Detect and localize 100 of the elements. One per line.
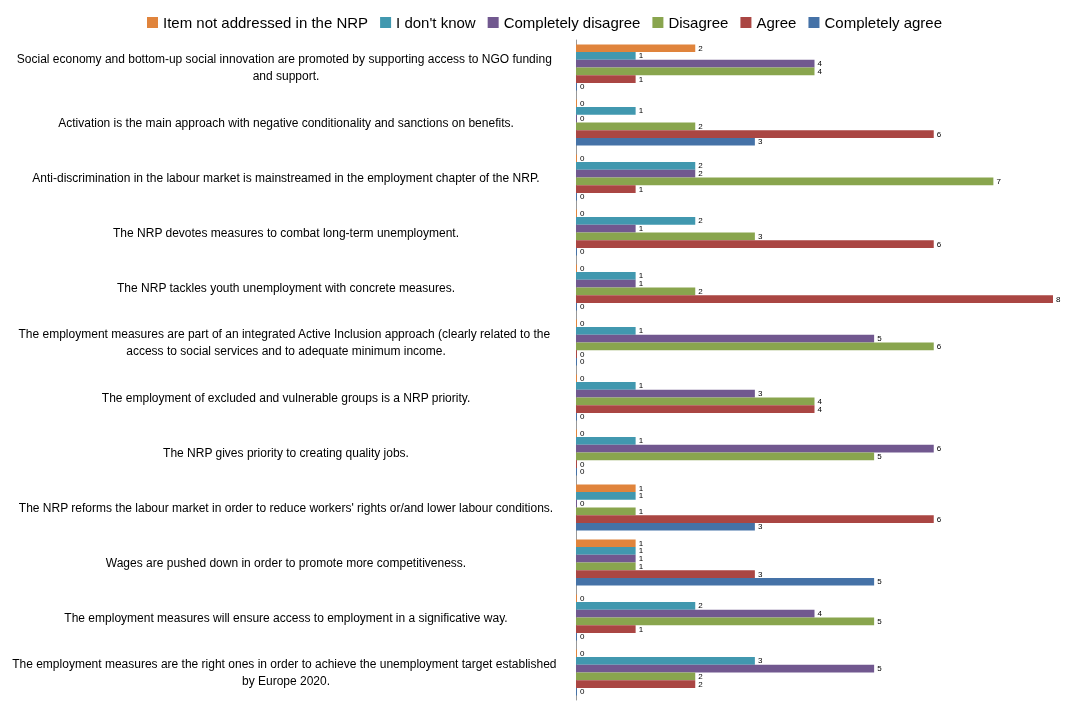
data-label: 0	[580, 98, 585, 108]
data-label: 6	[936, 341, 942, 351]
data-label: 2	[698, 43, 704, 53]
bar	[576, 625, 636, 633]
data-label: 2	[698, 121, 704, 131]
data-label: 6	[936, 444, 942, 454]
data-label: 0	[580, 357, 585, 367]
bar	[576, 664, 875, 673]
bar	[576, 162, 696, 170]
data-label: 0	[580, 247, 585, 257]
data-label: 1	[638, 538, 644, 548]
data-label: 6	[936, 514, 942, 524]
data-label: 0	[580, 114, 585, 124]
bar	[576, 437, 636, 445]
data-label: 1	[638, 491, 644, 501]
bar	[576, 177, 994, 186]
data-label: 1	[638, 381, 644, 391]
data-label: 4	[817, 609, 823, 619]
data-label: 2	[698, 161, 704, 171]
bar	[576, 570, 755, 578]
data-label: 0	[580, 648, 585, 658]
data-label: 1	[638, 279, 644, 289]
y-tick-label: The employment measures are the right ones in order to achieve the unemployment target established by Europe 2020.	[12, 657, 560, 688]
data-label: 0	[580, 632, 585, 642]
bar	[576, 382, 636, 390]
legend-label: Completely disagree	[503, 14, 641, 31]
data-label: 0	[580, 82, 585, 92]
bar	[576, 67, 815, 76]
data-label: 4	[817, 404, 823, 414]
legend-label: Agree	[756, 14, 797, 31]
data-label: 0	[580, 302, 585, 312]
data-label: 1	[638, 326, 644, 336]
bar	[576, 602, 696, 610]
data-label: 1	[638, 51, 644, 61]
bar	[576, 342, 934, 351]
data-label: 4	[817, 66, 823, 76]
data-label: 1	[638, 506, 644, 516]
data-label: 3	[757, 137, 763, 147]
data-label: 6	[936, 239, 942, 249]
bar	[576, 444, 934, 453]
y-tick-label: The NRP devotes measures to combat long-term unemployment.	[113, 225, 459, 240]
data-label: 0	[580, 349, 585, 359]
data-label: 5	[877, 451, 883, 461]
data-label: 3	[757, 522, 763, 532]
data-label: 2	[698, 601, 704, 611]
bar	[576, 562, 636, 571]
bar	[576, 287, 696, 296]
data-label: 0	[580, 499, 585, 509]
data-label: 1	[638, 561, 644, 571]
bar	[576, 217, 696, 225]
bar	[576, 75, 636, 83]
bar	[576, 59, 815, 68]
bar	[576, 609, 815, 618]
data-label: 2	[698, 216, 704, 226]
legend-label: I don't know	[396, 14, 476, 31]
bar	[576, 577, 875, 586]
bar	[576, 240, 934, 248]
bar	[576, 515, 934, 523]
bar	[576, 397, 815, 406]
y-tick-label: The NRP tackles youth unemployment with concrete measures.	[117, 280, 455, 295]
data-label: 3	[757, 569, 763, 579]
data-label: 1	[638, 546, 644, 556]
data-label: 1	[638, 224, 644, 234]
data-label: 0	[580, 593, 585, 603]
data-label: 1	[638, 483, 644, 493]
y-tick-label: The NRP gives priority to creating quality jobs.	[163, 445, 409, 460]
legend-label: Completely agree	[824, 14, 943, 31]
y-tick-label: The NRP reforms the labour market in order to reduce workers' rights or/and lower labour conditions.	[18, 500, 554, 515]
bar	[576, 224, 636, 233]
data-label: 0	[580, 459, 585, 469]
data-label: 8	[1056, 294, 1061, 304]
y-tick-label: The employment measures will ensure access to employment in a significative way.	[64, 610, 508, 625]
data-label: 1	[638, 624, 644, 634]
bar	[576, 452, 875, 461]
data-label: 0	[580, 687, 585, 697]
data-label: 0	[580, 467, 585, 477]
bar	[576, 272, 636, 280]
data-label: 2	[698, 671, 704, 681]
data-label: 0	[580, 153, 585, 163]
data-label: 4	[817, 59, 823, 69]
data-label: 1	[638, 184, 644, 194]
bar	[576, 522, 755, 531]
bar	[576, 169, 696, 178]
bar	[576, 672, 696, 681]
data-label: 1	[638, 74, 644, 84]
bar	[576, 554, 636, 563]
bar	[576, 327, 636, 335]
data-label: 1	[638, 106, 644, 116]
bar	[576, 405, 815, 413]
legend-label: Disagree	[668, 14, 729, 31]
y-tick-label: Wages are pushed down in order to promote more competitiveness.	[105, 555, 467, 570]
data-label: 3	[757, 656, 763, 666]
data-label: 7	[996, 176, 1002, 186]
data-label: 5	[877, 616, 883, 626]
bar	[576, 232, 755, 241]
data-label: 0	[580, 373, 585, 383]
data-label: 1	[638, 436, 644, 446]
data-label: 3	[757, 389, 763, 399]
bar	[576, 507, 636, 516]
data-label: 2	[698, 169, 704, 179]
